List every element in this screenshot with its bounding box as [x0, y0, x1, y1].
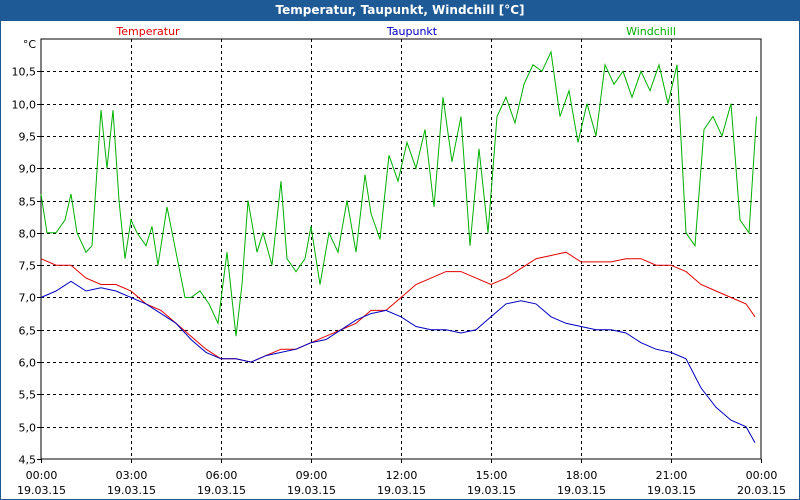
x-tick-date: 19.03.15 — [647, 484, 696, 497]
x-tick-time: 00:00 — [26, 469, 58, 482]
y-tick-label: 6,5 — [19, 325, 37, 338]
series — [40, 50, 757, 444]
y-tick-label: 10,0 — [12, 99, 37, 112]
y-tick-label: 9,5 — [19, 131, 37, 144]
y-tick-label: 10,5 — [12, 66, 37, 79]
x-tick-date: 19.03.15 — [377, 484, 426, 497]
x-tick-time: 09:00 — [296, 469, 328, 482]
series-line-taupunkt — [40, 280, 756, 444]
y-tick-label: 7,0 — [19, 292, 37, 305]
x-tick-date: 19.03.15 — [197, 484, 246, 497]
y-tick-label: 7,5 — [19, 260, 37, 273]
x-tick-time: 06:00 — [206, 469, 238, 482]
y-tick-label: 5,0 — [19, 422, 37, 435]
x-tick-time: 15:00 — [476, 469, 508, 482]
y-tick-label: 8,0 — [19, 228, 37, 241]
y-tick-label: 8,5 — [19, 196, 37, 209]
series-line-windchill — [40, 50, 757, 337]
y-tick-label: 6,0 — [19, 357, 37, 370]
x-tick-time: 21:00 — [656, 469, 688, 482]
window-title: Temperatur, Taupunkt, Windchill [°C] — [0, 0, 800, 21]
legend-item-taupunkt: Taupunkt — [386, 25, 438, 38]
x-tick-date: 19.03.15 — [467, 484, 516, 497]
x-tick-date: 19.03.15 — [287, 484, 336, 497]
y-tick-label: 9,0 — [19, 163, 37, 176]
axes: 4,5 5,0 5,5 6,0 6,5 7,0 7,5 8,0 8,5 9,0 9,5 10,0 10,… — [12, 38, 786, 497]
legend: Temperatur Taupunkt Windchill — [115, 25, 676, 38]
series-line-temperatur — [40, 251, 756, 363]
chart-frame — [0, 21, 800, 500]
x-tick-time: 03:00 — [116, 469, 148, 482]
grid — [41, 39, 761, 459]
x-tick-date: 20.03.15 — [737, 484, 786, 497]
x-tick-date: 19.03.15 — [107, 484, 156, 497]
legend-item-temperatur: Temperatur — [115, 25, 180, 38]
y-unit-label: °C — [23, 38, 37, 51]
legend-item-windchill: Windchill — [626, 25, 676, 38]
x-tick-date: 19.03.15 — [17, 484, 66, 497]
x-tick-time: 18:00 — [566, 469, 598, 482]
x-tick-date: 19.03.15 — [557, 484, 606, 497]
x-tick-time: 12:00 — [386, 469, 418, 482]
x-tick-time: 00:00 — [746, 469, 778, 482]
y-tick-label: 5,5 — [19, 389, 37, 402]
y-tick-label: 4,5 — [19, 454, 37, 467]
